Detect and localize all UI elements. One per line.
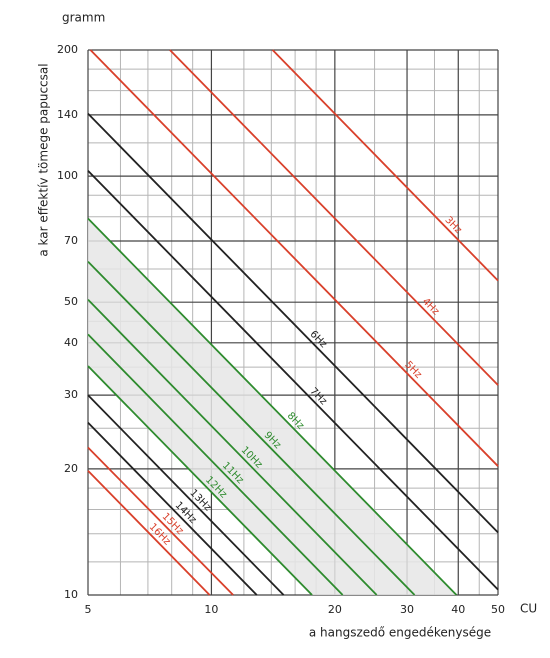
y-tick-label: 30	[64, 388, 78, 401]
y-axis-label: a kar effektív tömege papuccsal	[37, 63, 51, 256]
line-label: 5Hz	[402, 359, 423, 380]
resonance-line	[89, 49, 499, 467]
chart-title: gramm	[62, 11, 105, 25]
x-unit: CU	[520, 602, 537, 616]
resonance-line	[87, 299, 378, 596]
line-label: 4Hz	[420, 296, 441, 317]
y-tick-label: 100	[57, 169, 78, 182]
resonance-line	[87, 365, 313, 596]
line-label: 3Hz	[442, 215, 463, 236]
y-tick-label: 200	[57, 43, 78, 56]
resonance-line	[87, 421, 258, 596]
y-tick-label: 10	[64, 588, 78, 601]
x-tick-label: 40	[451, 603, 465, 616]
resonance-line	[87, 217, 458, 596]
y-tick-label: 20	[64, 462, 78, 475]
x-tick-label: 50	[491, 603, 505, 616]
resonance-line	[87, 394, 285, 596]
y-tick-label: 40	[64, 336, 78, 349]
resonance-line	[87, 260, 416, 596]
resonance-line	[271, 49, 499, 282]
resonance-line	[169, 49, 499, 386]
line-label: 7Hz	[308, 386, 329, 407]
resonance-line	[87, 446, 234, 596]
y-tick-label: 140	[57, 108, 78, 121]
x-axis-label: a hangszedő engedékenysége	[309, 626, 491, 640]
x-tick-label: 10	[204, 603, 218, 616]
x-tick-label: 30	[400, 603, 414, 616]
y-tick-label: 70	[64, 234, 78, 247]
resonance-line	[87, 112, 499, 534]
x-tick-label: 5	[85, 603, 92, 616]
resonance-line	[87, 170, 499, 591]
resonance-line	[87, 470, 211, 596]
y-tick-label: 50	[64, 295, 78, 308]
x-tick-label: 20	[328, 603, 342, 616]
line-label: 6Hz	[308, 329, 329, 350]
resonance-line	[87, 333, 344, 596]
